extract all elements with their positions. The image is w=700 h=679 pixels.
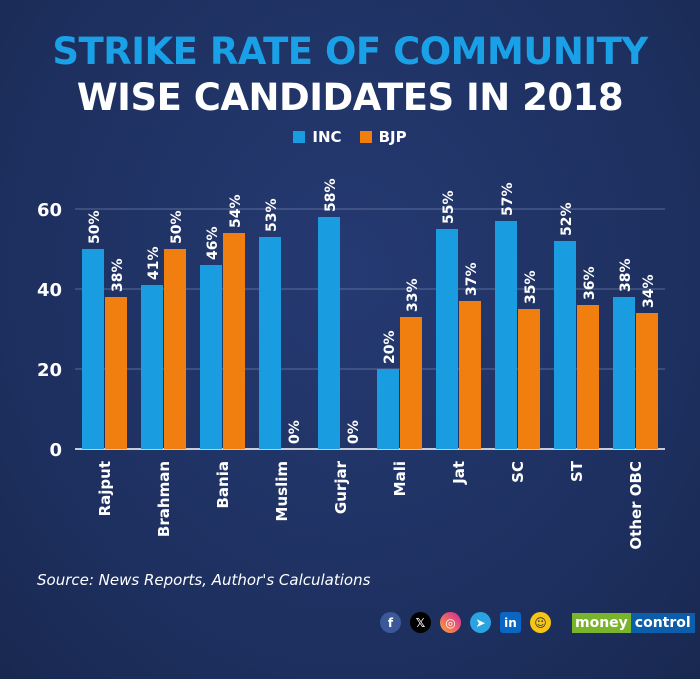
bar-bjp: [164, 249, 186, 449]
x-tick-label: Brahman: [155, 461, 173, 537]
bar-bjp: [223, 233, 245, 449]
bar-bjp: [400, 317, 422, 449]
data-label: 34%: [641, 274, 657, 308]
bar-bjp: [518, 309, 540, 449]
data-label: 41%: [146, 246, 162, 280]
legend-bjp: BJP: [359, 128, 407, 146]
data-label: 54%: [228, 194, 244, 228]
x-tick-label: Other OBC: [627, 461, 645, 550]
data-label: 38%: [110, 258, 126, 292]
bar-inc: [495, 221, 517, 449]
bar-inc: [554, 241, 576, 449]
data-label: 53%: [264, 198, 280, 232]
y-tick-label: 20: [37, 360, 62, 381]
data-label: 36%: [582, 266, 598, 300]
x-tick-label: Jat: [450, 461, 468, 485]
bar-inc: [141, 285, 163, 449]
facebook-icon[interactable]: f: [380, 612, 401, 633]
bar-bjp: [636, 313, 658, 449]
koo-icon[interactable]: ☺: [530, 612, 551, 633]
x-tick-label: SC: [509, 461, 527, 483]
data-label: 33%: [405, 278, 421, 312]
y-tick-label: 0: [49, 440, 62, 461]
x-tick-label: Muslim: [273, 461, 291, 521]
moneycontrol-logo: money control: [572, 612, 695, 633]
y-tick-label: 60: [37, 200, 62, 221]
bar-bjp: [459, 301, 481, 449]
chart-title: STRIKE RATE OF COMMUNITY: [52, 30, 648, 73]
legend-inc: INC: [293, 128, 342, 146]
instagram-icon[interactable]: ◎: [440, 612, 461, 633]
data-label: 35%: [523, 270, 539, 304]
bar-bjp: [577, 305, 599, 449]
bar-inc: [613, 297, 635, 449]
data-label: 52%: [559, 202, 575, 236]
linkedin-icon[interactable]: in: [500, 612, 521, 633]
data-label: 46%: [205, 226, 221, 260]
data-label: 58%: [323, 178, 339, 212]
data-label: 37%: [464, 262, 480, 296]
x-tick-label: Mali: [391, 461, 409, 496]
legend: INC BJP: [0, 128, 700, 146]
data-label: 20%: [382, 330, 398, 364]
data-label: 55%: [441, 190, 457, 224]
data-label: 0%: [346, 420, 362, 444]
bar-bjp: [105, 297, 127, 449]
x-tick-label: Rajput: [96, 461, 114, 516]
bar-inc: [259, 237, 281, 449]
data-label: 0%: [287, 420, 303, 444]
data-label: 50%: [87, 210, 103, 244]
x-tick-label: ST: [568, 460, 586, 482]
x-icon[interactable]: 𝕏: [410, 612, 431, 633]
y-tick-label: 40: [37, 280, 62, 301]
bar-inc: [82, 249, 104, 449]
bar-inc: [318, 217, 340, 449]
bar-inc: [377, 369, 399, 449]
social-links: f 𝕏 ◎ ➤ in ☺ money control: [380, 612, 695, 633]
source-note: Source: News Reports, Author's Calculati…: [37, 571, 371, 589]
data-label: 50%: [169, 210, 185, 244]
telegram-icon[interactable]: ➤: [470, 612, 491, 633]
chart-subtitle: WISE CANDIDATES IN 2018: [76, 76, 624, 119]
x-tick-label: Gurjar: [332, 460, 350, 514]
data-label: 38%: [618, 258, 634, 292]
bar-inc: [200, 265, 222, 449]
data-label: 57%: [500, 182, 516, 216]
bar-inc: [436, 229, 458, 449]
x-tick-label: Bania: [214, 461, 232, 509]
